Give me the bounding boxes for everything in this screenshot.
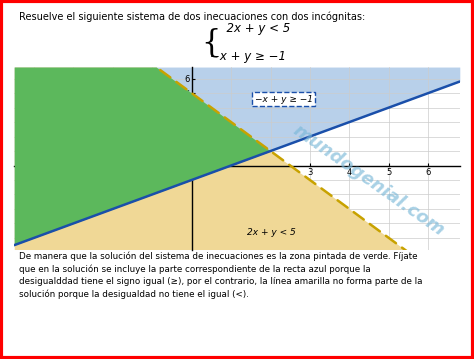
Text: {: {: [201, 28, 221, 59]
Text: −x + y ≥ −1: −x + y ≥ −1: [210, 50, 286, 64]
Text: Resuelve el siguiente sistema de dos inecuaciones con dos incógnitas:: Resuelve el siguiente sistema de dos ine…: [18, 12, 365, 22]
Text: mundogenial.com: mundogenial.com: [290, 121, 448, 239]
Text: 2x + y < 5: 2x + y < 5: [219, 22, 291, 35]
Text: −x + y ≥ −1: −x + y ≥ −1: [255, 94, 313, 103]
Text: 2x + y < 5: 2x + y < 5: [247, 228, 296, 237]
Text: De manera que la solución del sistema de inecuaciones es la zona pintada de verd: De manera que la solución del sistema de…: [18, 252, 422, 299]
